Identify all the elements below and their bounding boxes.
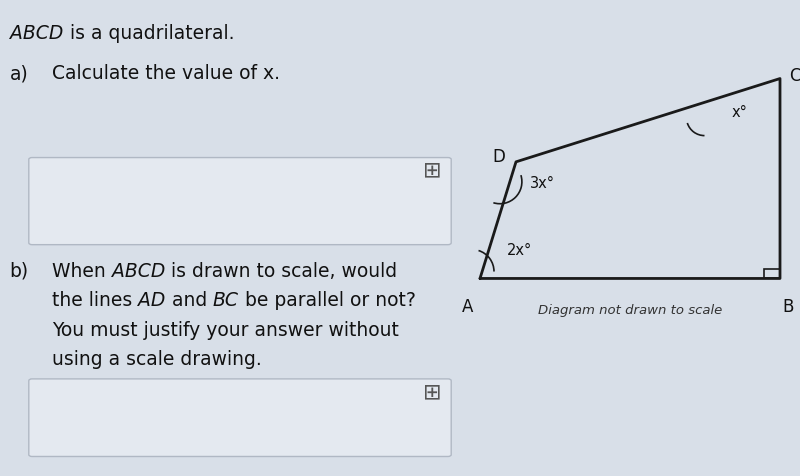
- Text: ABCD: ABCD: [112, 262, 165, 281]
- Text: ⊞: ⊞: [423, 162, 442, 182]
- Bar: [764, 269, 780, 278]
- Text: You must justify your answer without: You must justify your answer without: [52, 321, 399, 340]
- Text: ⊞: ⊞: [423, 383, 442, 403]
- Text: B: B: [782, 298, 794, 316]
- Text: AD: AD: [138, 291, 166, 310]
- Text: b): b): [10, 262, 29, 281]
- Text: C: C: [790, 67, 800, 85]
- FancyBboxPatch shape: [29, 158, 451, 245]
- Text: BC: BC: [213, 291, 239, 310]
- Text: x°: x°: [732, 105, 748, 119]
- Text: using a scale drawing.: using a scale drawing.: [52, 350, 262, 369]
- Text: is drawn to scale, would: is drawn to scale, would: [165, 262, 398, 281]
- Text: be parallel or not?: be parallel or not?: [239, 291, 416, 310]
- Text: D: D: [492, 148, 505, 166]
- Text: A: A: [462, 298, 473, 316]
- Text: the lines: the lines: [52, 291, 138, 310]
- Text: a): a): [10, 64, 28, 83]
- Text: ABCD: ABCD: [10, 24, 63, 43]
- Text: is a quadrilateral.: is a quadrilateral.: [64, 24, 234, 43]
- FancyBboxPatch shape: [29, 379, 451, 456]
- Text: Calculate the value of x.: Calculate the value of x.: [52, 64, 280, 83]
- Text: 2x°: 2x°: [506, 243, 532, 258]
- Text: When: When: [52, 262, 112, 281]
- Text: 3x°: 3x°: [530, 176, 555, 191]
- Text: Diagram not drawn to scale: Diagram not drawn to scale: [538, 304, 722, 317]
- Text: and: and: [166, 291, 213, 310]
